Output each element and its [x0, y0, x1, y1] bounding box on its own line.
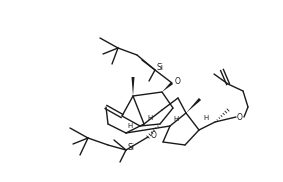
- Text: O: O: [175, 78, 181, 86]
- Text: Si: Si: [128, 143, 134, 153]
- Polygon shape: [132, 77, 134, 96]
- Text: H: H: [203, 115, 209, 121]
- Text: H: H: [127, 123, 133, 129]
- Polygon shape: [162, 82, 173, 92]
- Polygon shape: [186, 98, 201, 113]
- Text: H: H: [147, 115, 153, 121]
- Text: O: O: [237, 112, 243, 122]
- Text: O: O: [151, 132, 157, 141]
- Text: H: H: [173, 116, 179, 122]
- Text: Si: Si: [156, 64, 164, 72]
